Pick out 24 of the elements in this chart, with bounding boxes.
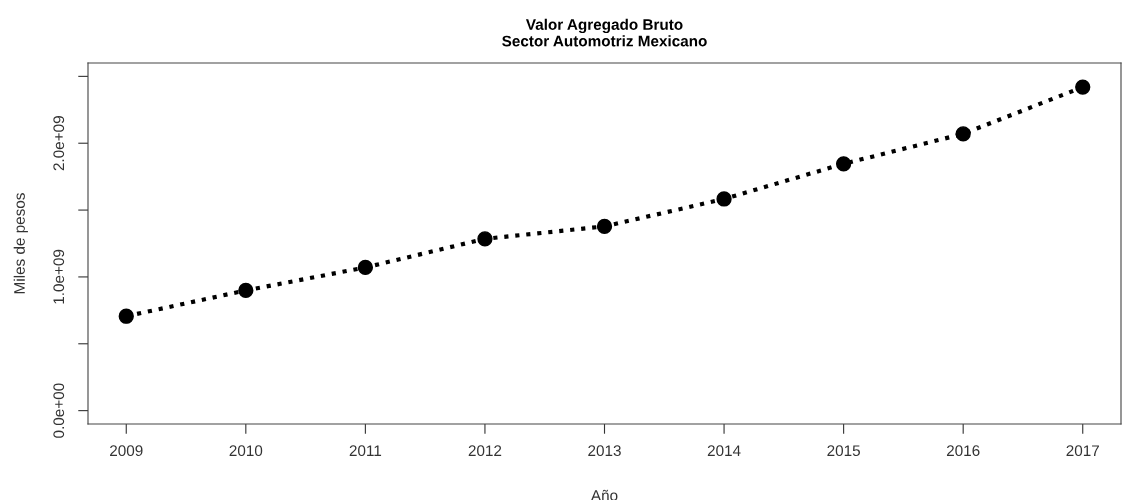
chart-title: Valor Agregado Bruto Sector Automotriz Mexicano: [502, 18, 707, 47]
y-tick-label: 2.0e+09: [53, 116, 65, 171]
point: [357, 259, 374, 276]
x-axis-title: Año: [590, 489, 618, 500]
point: [118, 308, 134, 324]
point: [1075, 79, 1091, 95]
y-tick-label: 1.0e+09: [53, 249, 65, 304]
y-tick-label: 0.0e+00: [53, 383, 65, 438]
x-tick-label: 2017: [1066, 445, 1099, 457]
point: [716, 191, 732, 207]
x-tick-label: 2009: [110, 445, 143, 457]
x-tick-label: 2016: [946, 445, 980, 457]
point: [835, 156, 852, 172]
x-tick-label: 2012: [468, 445, 502, 457]
x-tick-label: 2014: [707, 445, 741, 457]
x-tick-label: 2010: [229, 445, 263, 457]
y-axis-title: Miles de pesos: [13, 193, 28, 294]
point: [238, 282, 254, 299]
x-tick-label: 2013: [588, 445, 621, 457]
point: [596, 218, 613, 235]
x-tick-label: 2011: [349, 445, 382, 457]
point: [477, 231, 493, 247]
x-tick-label: 2015: [827, 445, 860, 457]
point: [955, 126, 971, 142]
